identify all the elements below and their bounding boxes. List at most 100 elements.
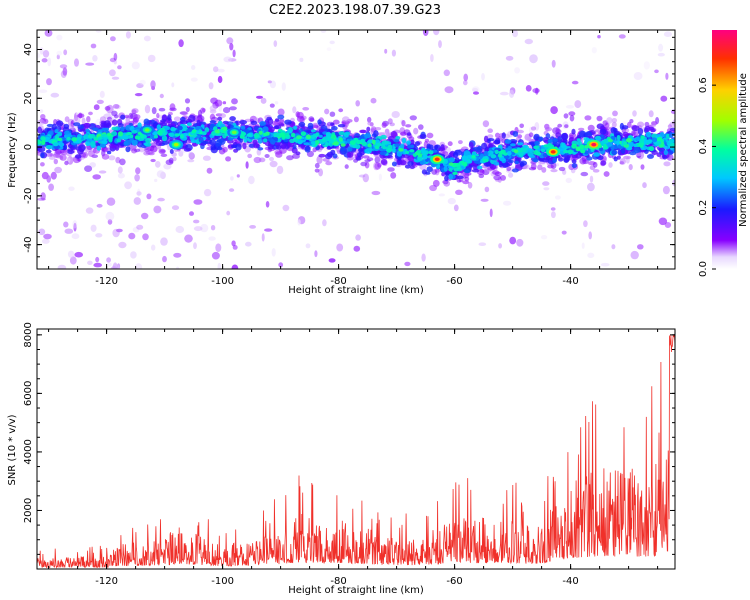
spectrogram-cell: [663, 149, 668, 156]
spectrogram-cell: [187, 159, 195, 163]
spectrogram-speckle: [64, 228, 74, 234]
spectrogram-cell: [112, 119, 118, 126]
spectrogram-speckle: [336, 243, 344, 252]
spectrogram-cell: [507, 146, 512, 150]
spectrogram-cell: [347, 146, 353, 152]
spectrogram-speckle: [597, 35, 601, 39]
spectrogram-cell: [603, 145, 609, 150]
spectrogram-speckle: [116, 228, 123, 233]
spectrogram-cell: [561, 133, 569, 140]
spectrogram-cell: [613, 127, 618, 133]
spectrogram-cell: [330, 149, 336, 156]
spectrogram-cell: [471, 155, 476, 159]
spectrogram-cell: [277, 114, 285, 120]
spectrogram-speckle: [529, 54, 538, 64]
spectrogram-cell: [528, 132, 534, 138]
spectrogram-cell: [512, 131, 519, 137]
y-tick-label: -40: [23, 236, 34, 252]
spectrogram-cell: [329, 138, 334, 144]
spectrogram-cell: [225, 156, 232, 162]
spectrogram-cell: [72, 117, 81, 124]
spectrogram-cell: [547, 164, 554, 169]
spectrogram-cell: [222, 126, 228, 131]
spectrogram-speckle: [305, 243, 311, 249]
spectrogram-cell: [160, 119, 167, 123]
spectrogram-peak: [591, 142, 597, 147]
spectrogram-cell: [465, 159, 471, 164]
spectrogram-cell: [599, 128, 607, 135]
spectrogram-cell: [463, 150, 471, 157]
spectrogram-cell: [292, 106, 297, 114]
spectrogram-cell: [557, 136, 562, 144]
spectrogram-cell: [494, 171, 502, 176]
spectrogram-speckle: [132, 226, 140, 233]
spectrogram-speckle: [130, 251, 137, 259]
spectrogram-cell: [260, 97, 267, 104]
spectrogram-cell: [356, 156, 362, 161]
spectrogram-cell: [312, 122, 319, 127]
spectrogram-cell: [540, 148, 546, 152]
spectrogram-speckle: [193, 199, 203, 205]
snr-panel: -120 -100 -80 -60 -40 2000 4000 6000 8000 Height…: [7, 322, 676, 596]
colorbar-tick-label: 0.4: [698, 138, 709, 154]
x-tick-label: -120: [95, 576, 118, 587]
spectrogram-cell: [576, 138, 581, 142]
spectrogram-speckle: [43, 233, 52, 240]
spectrogram-cell: [528, 167, 537, 171]
spectrogram-cell: [235, 143, 242, 151]
spectrogram-cell: [82, 151, 88, 159]
spectrogram-speckle: [658, 43, 664, 52]
spectrogram-cell: [267, 118, 274, 125]
spectrogram-speckle: [151, 244, 156, 251]
spectrogram-speckle: [157, 197, 165, 202]
spectrogram-cell: [668, 150, 674, 155]
spectrogram-speckle: [50, 92, 60, 98]
spectrogram-cell: [542, 153, 549, 158]
spectrogram-cell: [198, 136, 204, 143]
spectrogram-cell: [138, 146, 146, 153]
spectrogram-speckle: [297, 219, 301, 226]
spectrogram-cell: [502, 162, 511, 168]
spectrogram-cell: [190, 139, 198, 143]
spectrogram-speckle: [630, 250, 639, 260]
y-tick-label: -20: [23, 188, 34, 204]
spectrogram-cell: [326, 136, 331, 141]
spectrogram-speckle: [128, 232, 136, 240]
spectrogram-cell: [40, 162, 45, 167]
spectrogram-cell: [300, 131, 307, 136]
spectrogram-speckle: [438, 40, 442, 49]
spectrogram-speckle: [40, 192, 46, 201]
spectrogram-cell: [443, 165, 448, 172]
spectrogram-speckle: [191, 65, 196, 70]
spectrogram-speckle: [146, 193, 152, 200]
spectrogram-cell: [279, 118, 285, 124]
spectrogram-cell: [307, 122, 314, 130]
spectrogram-speckle: [532, 88, 540, 94]
spectrogram-cell: [275, 151, 283, 158]
spectrogram-cell: [599, 147, 603, 152]
spectrogram-cell: [522, 145, 528, 149]
spectrogram-speckle: [74, 58, 79, 67]
spectrogram-cell: [125, 146, 131, 153]
spectrogram-cell: [503, 152, 508, 156]
spectrogram-speckle: [90, 224, 97, 232]
spectrogram-cell: [332, 119, 340, 125]
spectrogram-cell: [264, 154, 270, 158]
spectrogram-cell: [483, 135, 489, 143]
spectrogram-cell: [92, 127, 99, 131]
spectrogram-cell: [273, 125, 280, 130]
spectrogram-cell: [64, 160, 69, 166]
spectrogram-speckle: [256, 95, 263, 99]
spectrogram-cell: [108, 137, 113, 143]
spectrogram-cell: [633, 143, 638, 148]
spectrogram-cell: [258, 157, 266, 163]
spectrogram-cell: [156, 124, 161, 130]
spectrogram-cell: [279, 132, 286, 138]
spectrogram-cell: [88, 111, 93, 116]
spectrogram-cell: [53, 142, 59, 147]
spectrogram-cell: [296, 111, 304, 119]
spectrogram-cell: [495, 132, 500, 138]
spectrogram-cell: [347, 151, 354, 158]
colorbar-tick-label: 0.2: [698, 200, 709, 216]
spectrogram-cell: [146, 145, 152, 152]
